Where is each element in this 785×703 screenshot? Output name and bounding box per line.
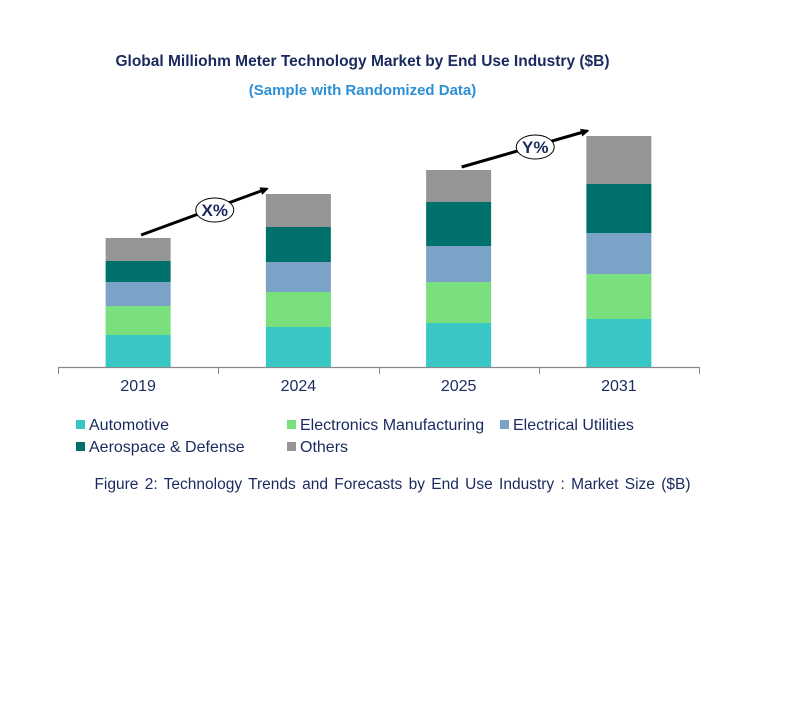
bar-segment-automotive-2031	[586, 319, 652, 367]
x-tick-label: 2024	[281, 378, 317, 395]
bar-segment-others-2024	[265, 194, 331, 227]
x-tick-label: 2025	[441, 378, 477, 395]
bar-segment-aerospace-defense-2025	[426, 202, 492, 246]
chart-subtitle: (Sample with Randomized Data)	[248, 82, 477, 99]
legend-label: Others	[300, 439, 349, 456]
chart-title: Global Milliohm Meter Technology Market …	[115, 53, 610, 70]
bar-segment-automotive-2019	[105, 335, 171, 367]
legend-item-aerospace: Aerospace & Defense	[76, 439, 245, 457]
bar-segment-automotive-2025	[426, 323, 492, 367]
legend-swatch	[287, 420, 296, 429]
bar-segment-electronics-manufacturing-2019	[105, 306, 171, 335]
figure-caption: Figure 2: Technology Trends and Forecast…	[94, 476, 691, 493]
bar-segment-electrical-utilities-2019	[105, 282, 171, 306]
bar-segment-aerospace-defense-2019	[105, 261, 171, 282]
growth-label-bubble	[195, 197, 235, 223]
bar-segment-electrical-utilities-2024	[265, 262, 331, 292]
legend-swatch	[76, 420, 85, 429]
legend-label: Electronics Manufacturing	[300, 417, 485, 434]
bar-segment-others-2031	[586, 136, 652, 184]
legend-swatch	[500, 420, 509, 429]
bar-segment-others-2025	[426, 170, 492, 202]
bar-segment-electrical-utilities-2025	[426, 246, 492, 282]
x-tick-label: 2031	[601, 378, 637, 395]
legend-item-utilities: Electrical Utilities	[500, 417, 634, 435]
bar-segment-electronics-manufacturing-2031	[586, 274, 652, 319]
legend-item-electronics: Electronics Manufacturing	[287, 417, 484, 435]
legend-label: Automotive	[89, 417, 170, 434]
bar-segment-aerospace-defense-2031	[586, 184, 652, 233]
legend-swatch	[76, 442, 85, 451]
legend-label: Electrical Utilities	[513, 417, 634, 434]
stacked-bar-chart: 2019 2024 2025 2031 X% Y%	[58, 0, 700, 395]
bar-segment-aerospace-defense-2024	[265, 227, 331, 262]
legend-label: Aerospace & Defense	[89, 439, 245, 456]
growth-label-bubble	[515, 134, 555, 160]
growth-label: X%	[202, 201, 228, 220]
bar-segment-electronics-manufacturing-2025	[426, 282, 492, 323]
bar-segment-automotive-2024	[265, 327, 331, 367]
x-tick-label: 2019	[120, 378, 156, 395]
legend-item-automotive: Automotive	[76, 417, 169, 435]
legend-item-others: Others	[287, 439, 348, 457]
growth-label: Y%	[522, 138, 548, 157]
bar-segment-electrical-utilities-2031	[586, 233, 652, 274]
bar-segment-electronics-manufacturing-2024	[265, 292, 331, 327]
legend-swatch	[287, 442, 296, 451]
bar-segment-others-2019	[105, 238, 171, 261]
